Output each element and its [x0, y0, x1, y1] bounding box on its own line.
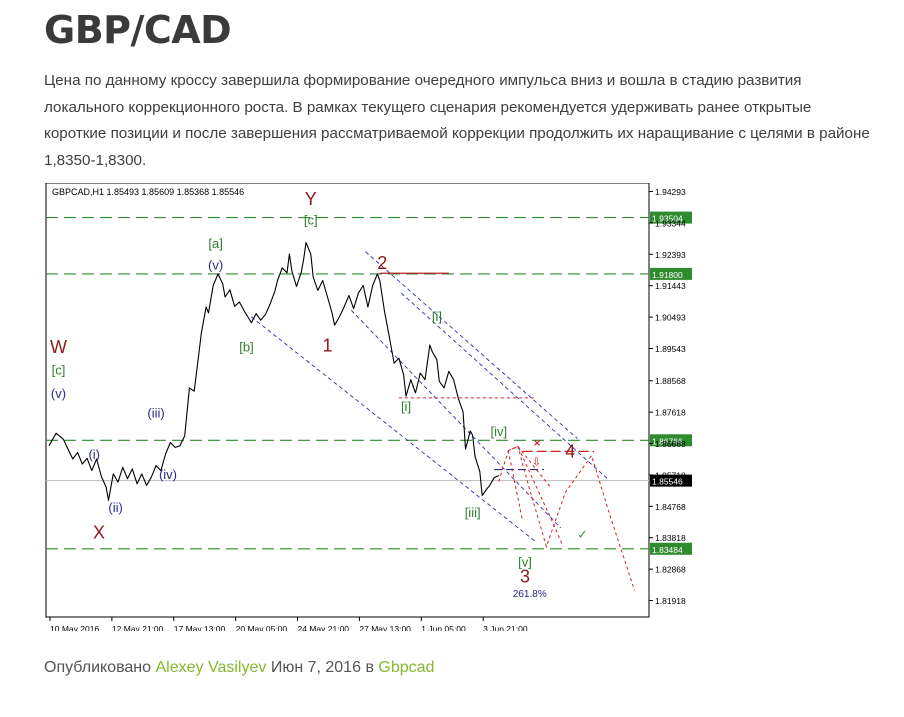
wave-label: 3: [520, 566, 530, 586]
x-tick-label: 3 Jun 21:00: [483, 624, 528, 631]
stop-marker-icon: ×: [533, 438, 541, 449]
wave-label: (v): [208, 258, 223, 273]
published-label: Опубликовано: [44, 659, 152, 676]
wave-label: X: [93, 522, 105, 542]
wave-label: [b]: [239, 340, 253, 355]
post-description: Цена по данному кроссу завершила формиро…: [44, 72, 870, 169]
author-link[interactable]: Alexey Vasilyev: [155, 659, 267, 676]
channel-line: [400, 292, 609, 480]
y-tick-label: 1.82868: [655, 565, 686, 575]
chart-header: GBPCAD,H1 1.85493 1.85609 1.85368 1.8554…: [52, 187, 244, 197]
channel-line: [365, 251, 578, 439]
level-price-label: 1.91800: [652, 270, 683, 280]
x-tick-label: 27 May 13:00: [359, 624, 411, 631]
current-price-box: [650, 474, 692, 487]
x-tick-label: 24 May 21:00: [298, 624, 350, 631]
wave-label: (iv): [159, 467, 177, 482]
post-date: Июн 7, 2016: [270, 659, 361, 676]
wave-label: 261.8%: [513, 589, 547, 600]
x-tick-label: 20 May 05:00: [236, 624, 288, 631]
wave-label: W: [50, 337, 67, 357]
channel-line: [350, 309, 562, 529]
x-tick-label: 1 Jun 05:00: [421, 624, 466, 631]
level-price-box: [650, 267, 692, 280]
y-tick-label: 1.85718: [655, 470, 686, 480]
wave-label: (v): [51, 386, 66, 401]
wave-label: 2: [377, 253, 387, 273]
target-check-icon: ✓: [577, 527, 587, 541]
level-price-box: [650, 211, 692, 224]
wave-label: [c]: [304, 212, 318, 227]
wave-label: 1: [322, 336, 332, 356]
wave-label: [v]: [518, 554, 532, 569]
forecast-path: [508, 445, 564, 547]
current-price-label: 1.85546: [652, 477, 683, 487]
wave-label: (iii): [147, 406, 164, 421]
sell-arrow-icon: ⇩: [532, 456, 541, 469]
y-tick-label: 1.93344: [655, 218, 686, 228]
forecast-path: [517, 446, 552, 489]
wave-label: [a]: [208, 236, 222, 251]
forecast-path: [498, 445, 635, 591]
level-price-box: [650, 434, 692, 447]
y-tick-label: 1.92393: [655, 250, 686, 260]
price-series: [48, 241, 500, 501]
post-title: GBP/CAD: [44, 8, 232, 52]
category-link[interactable]: Gbpcad: [378, 659, 435, 676]
plot-frame: [45, 183, 650, 618]
y-tick-label: 1.87618: [655, 408, 686, 418]
channel-line: [251, 316, 538, 543]
wave-label: [i]: [432, 309, 442, 324]
wave-label: Y: [305, 189, 317, 209]
wave-label: (i): [88, 447, 100, 462]
wave-label: [c]: [52, 363, 66, 378]
y-tick-label: 1.90493: [655, 313, 686, 323]
y-tick-label: 1.89543: [655, 344, 686, 354]
level-price-box: [650, 542, 692, 555]
x-tick-label: 12 May 21:00: [112, 624, 164, 631]
wave-label: 4: [565, 441, 575, 461]
wave-label: (ii): [108, 500, 122, 515]
price-chart: × ⇩ ✓ Y [c] W [c] (v) [a] (v) [b] 1 2 [i] [i] [iv] 4 [ii…: [44, 183, 700, 631]
wave-label: [i]: [401, 399, 411, 414]
chart-svg: × ⇩ ✓ Y [c] W [c] (v) [a] (v) [b] 1 2 [i] [i] [iv] 4 [ii…: [45, 183, 692, 631]
x-tick-label: 10 May 2016: [50, 624, 99, 631]
y-tick-label: 1.86668: [655, 439, 686, 449]
post-footer: Опубликовано Alexey Vasilyev Июн 7, 2016…: [44, 659, 434, 677]
x-tick-label: 17 May 13:00: [174, 624, 226, 631]
y-tick-label: 1.88568: [655, 376, 686, 386]
y-tick-label: 1.81918: [655, 596, 686, 606]
in-word: в: [365, 659, 374, 676]
y-tick-label: 1.84768: [655, 502, 686, 512]
level-price-label: 1.93504: [652, 214, 683, 224]
level-price-label: 1.86766: [652, 436, 683, 446]
wave-label: [iv]: [491, 424, 508, 439]
wave-label: [iii]: [465, 505, 481, 520]
level-price-label: 1.83484: [652, 545, 683, 555]
y-tick-label: 1.91443: [655, 281, 686, 291]
y-tick-label: 1.83818: [655, 533, 686, 543]
y-tick-label: 1.94293: [655, 187, 686, 197]
